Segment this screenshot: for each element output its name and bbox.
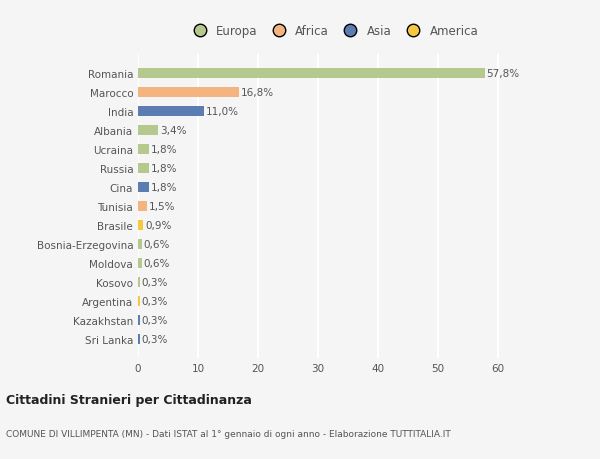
- Bar: [138, 334, 140, 344]
- Bar: [138, 182, 149, 193]
- Legend: Europa, Africa, Asia, America: Europa, Africa, Asia, America: [184, 22, 482, 42]
- Bar: [138, 69, 485, 79]
- Text: 0,9%: 0,9%: [145, 220, 172, 230]
- Text: 0,3%: 0,3%: [142, 315, 168, 325]
- Bar: [138, 315, 140, 325]
- Bar: [138, 296, 140, 307]
- Bar: [138, 145, 149, 155]
- Text: 1,8%: 1,8%: [151, 164, 177, 174]
- Bar: [138, 239, 142, 250]
- Bar: [138, 258, 142, 269]
- Text: 11,0%: 11,0%: [206, 107, 239, 117]
- Text: 0,3%: 0,3%: [142, 277, 168, 287]
- Text: 1,8%: 1,8%: [151, 183, 177, 193]
- Text: 0,3%: 0,3%: [142, 296, 168, 306]
- Text: 1,8%: 1,8%: [151, 145, 177, 155]
- Bar: [138, 163, 149, 174]
- Text: 0,6%: 0,6%: [143, 258, 170, 269]
- Text: 0,3%: 0,3%: [142, 334, 168, 344]
- Bar: [138, 277, 140, 287]
- Text: 16,8%: 16,8%: [241, 88, 274, 98]
- Text: 1,5%: 1,5%: [149, 202, 175, 212]
- Bar: [138, 126, 158, 136]
- Bar: [138, 88, 239, 98]
- Bar: [138, 202, 147, 212]
- Bar: [138, 106, 204, 117]
- Text: Cittadini Stranieri per Cittadinanza: Cittadini Stranieri per Cittadinanza: [6, 393, 252, 406]
- Text: COMUNE DI VILLIMPENTA (MN) - Dati ISTAT al 1° gennaio di ogni anno - Elaborazion: COMUNE DI VILLIMPENTA (MN) - Dati ISTAT …: [6, 429, 451, 438]
- Text: 3,4%: 3,4%: [160, 126, 187, 136]
- Text: 0,6%: 0,6%: [143, 240, 170, 249]
- Bar: [138, 220, 143, 231]
- Text: 57,8%: 57,8%: [487, 69, 520, 79]
